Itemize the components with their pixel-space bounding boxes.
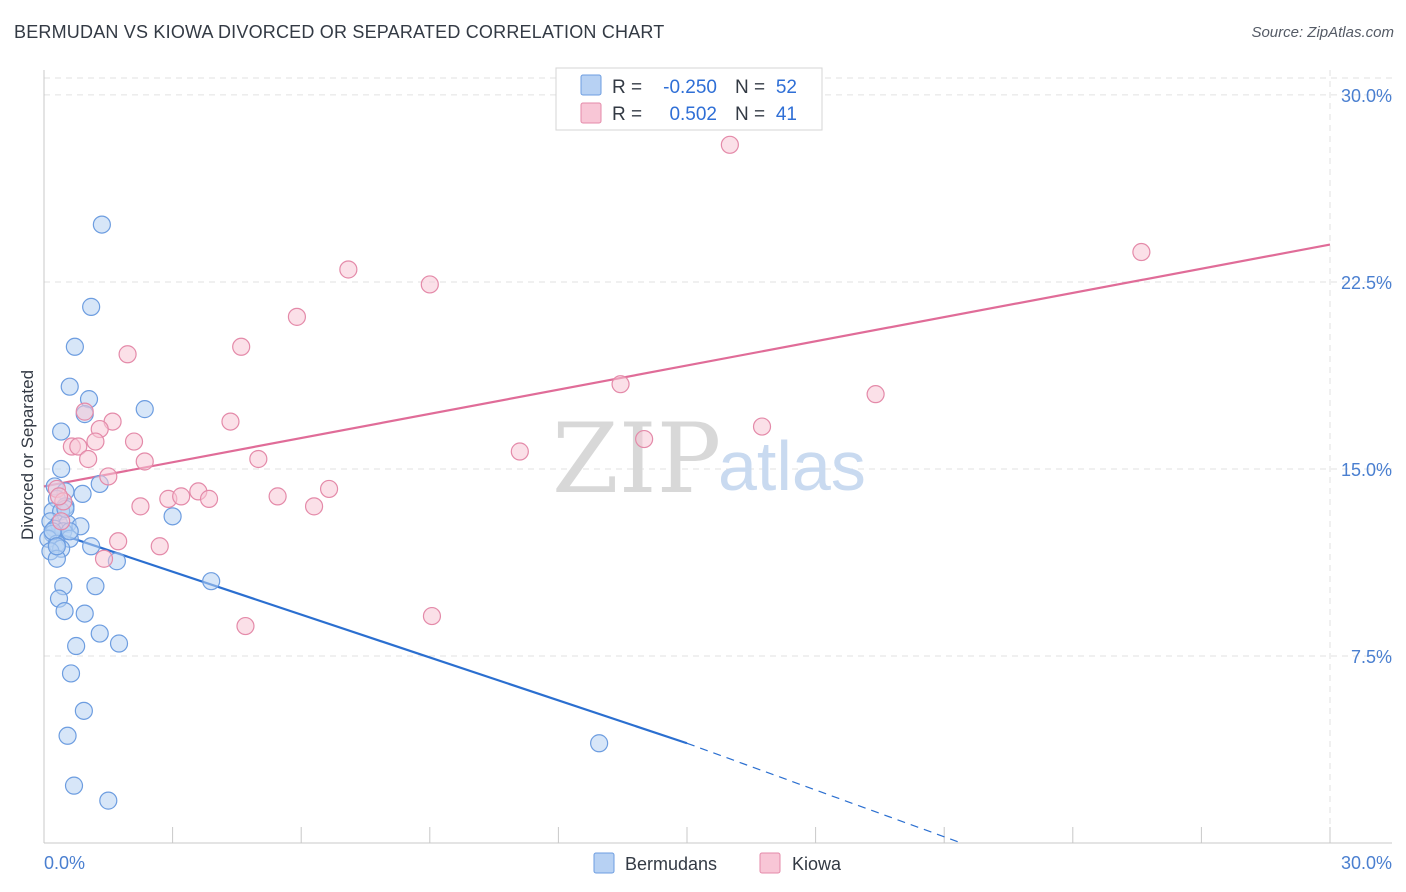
point-kiowa (199, 489, 219, 508)
point-bermudans (590, 734, 609, 753)
legend-n-value-kiowa: 41 (776, 104, 797, 125)
point-bermudans (74, 701, 93, 720)
point-kiowa (232, 337, 251, 356)
y-tick-label: 7.5% (1351, 647, 1392, 667)
point-kiowa (94, 549, 114, 568)
bottom-legend-swatch-bermudans (593, 852, 615, 874)
point-bermudans (82, 537, 101, 556)
legend-n-label-kiowa: N = (735, 104, 765, 125)
point-bermudans (82, 297, 101, 316)
trend-line-extension-bermudans (686, 742, 962, 844)
point-kiowa (69, 437, 88, 456)
bottom-legend-swatch-kiowa (759, 852, 781, 874)
point-bermudans (163, 507, 182, 526)
series-legend: Bermudans Kiowa (593, 852, 842, 874)
trend-line-bermudans (43, 527, 688, 745)
point-bermudans (92, 215, 111, 234)
point-kiowa (510, 442, 529, 461)
point-kiowa (866, 385, 885, 404)
trend-lines (43, 243, 1331, 844)
stats-legend: R = -0.250 N = 52 R = 0.502 N = 41 (555, 67, 823, 131)
legend-r-value-kiowa: 0.502 (669, 104, 717, 125)
point-bermudans (109, 634, 129, 653)
point-bermudans (75, 604, 94, 623)
point-bermudans (52, 422, 71, 441)
point-kiowa (319, 479, 339, 499)
point-kiowa (86, 432, 105, 451)
point-kiowa (49, 487, 69, 506)
x-tick-label-min: 0.0% (44, 853, 85, 873)
bottom-legend-label-bermudans: Bermudans (625, 854, 717, 874)
y-tick-label: 15.0% (1341, 460, 1392, 480)
point-kiowa (635, 429, 654, 449)
point-kiowa (1132, 242, 1151, 262)
point-kiowa (720, 135, 739, 154)
point-kiowa (118, 345, 137, 364)
data-points (39, 135, 1151, 810)
legend-n-value-bermudans: 52 (776, 77, 797, 98)
legend-swatch-bermudans (580, 74, 602, 96)
point-bermudans (64, 776, 84, 795)
trend-line-kiowa (43, 243, 1331, 488)
x-tick-label-max: 30.0% (1341, 853, 1392, 873)
point-bermudans (90, 624, 109, 643)
point-kiowa (99, 467, 118, 486)
point-bermudans (99, 791, 118, 810)
point-kiowa (52, 512, 71, 531)
point-bermudans (61, 664, 81, 683)
point-kiowa (752, 417, 772, 436)
point-bermudans (135, 400, 154, 419)
point-bermudans (47, 537, 66, 556)
point-kiowa (611, 375, 630, 394)
point-kiowa (131, 497, 150, 516)
y-tick-labels: 7.5% 15.0% 22.5% 30.0% (1341, 86, 1392, 667)
y-tick-label: 22.5% (1341, 273, 1392, 293)
point-kiowa (287, 307, 307, 326)
point-kiowa (135, 452, 154, 471)
point-kiowa (339, 260, 358, 279)
point-kiowa (221, 412, 240, 431)
point-kiowa (236, 616, 255, 636)
bottom-legend-label-kiowa: Kiowa (792, 854, 842, 874)
legend-n-label-bermudans: N = (735, 77, 765, 98)
point-bermudans (202, 572, 221, 591)
point-kiowa (420, 275, 439, 294)
point-bermudans (60, 377, 79, 396)
legend-swatch-kiowa (580, 102, 602, 124)
watermark-zip: ZIP (552, 403, 721, 515)
point-kiowa (124, 432, 144, 451)
point-kiowa (150, 537, 169, 556)
point-kiowa (75, 402, 94, 421)
grid-lines (44, 70, 1394, 843)
point-kiowa (422, 606, 442, 626)
point-kiowa (249, 449, 268, 469)
point-kiowa (172, 487, 191, 506)
point-bermudans (73, 484, 92, 504)
x-tick-labels: 0.0% 30.0% (44, 853, 1392, 873)
legend-r-label-kiowa: R = (612, 104, 642, 125)
point-bermudans (67, 636, 86, 656)
point-bermudans (52, 459, 71, 479)
source-label: Source: ZipAtlas.com (1251, 24, 1394, 41)
point-kiowa (79, 449, 98, 469)
point-bermudans (86, 577, 105, 596)
point-bermudans (65, 337, 84, 356)
axes (43, 70, 1392, 844)
point-kiowa (304, 497, 324, 516)
point-kiowa (268, 487, 287, 506)
watermark: ZIP atlas (552, 403, 866, 515)
legend-r-label-bermudans: R = (612, 77, 642, 98)
chart-title: BERMUDAN VS KIOWA DIVORCED OR SEPARATED … (14, 22, 665, 42)
point-bermudans (55, 601, 74, 621)
watermark-atlas: atlas (718, 427, 866, 505)
legend-r-value-bermudans: -0.250 (663, 77, 717, 98)
point-bermudans (58, 726, 77, 745)
y-tick-label: 30.0% (1341, 86, 1392, 106)
point-kiowa (109, 532, 128, 551)
